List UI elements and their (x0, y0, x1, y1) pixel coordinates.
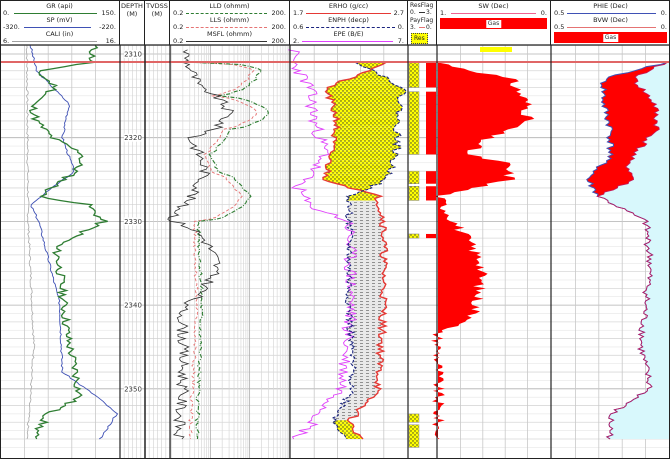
tvdss-title: TVDSS (146, 2, 168, 10)
epe-legend-line (302, 41, 393, 42)
payflag-legend-line (419, 27, 425, 28)
lls-legend-line (186, 27, 267, 28)
curve-name-bvw: BVW (Dec) (593, 16, 628, 24)
scale-left-phie: 0.5 (554, 9, 565, 17)
curve-name-msfl: MSFL (ohmm) (207, 30, 252, 38)
gr-legend-line (14, 13, 97, 14)
curve-name-erho: ERHO (g/cc) (328, 2, 369, 10)
curve-name-cali: CALI (in) (45, 30, 74, 38)
scale-left-enph: 0.6 (293, 23, 304, 31)
depth-title: DEPTH (121, 2, 143, 10)
sw-gas-label: Gas (485, 19, 502, 28)
scale-left-sw: 1. (440, 9, 447, 17)
msfl-legend-line (186, 41, 267, 42)
scale-right-lld: 200. (271, 9, 286, 17)
scale-right-payflag: 0. (426, 24, 432, 31)
scale-left-bvw: 0.5 (554, 23, 565, 31)
track-header-flags[interactable]: ResFlag 0. 3. PayFlag 3. 0. Res (408, 0, 437, 45)
resflag-legend-line (419, 12, 425, 13)
track-header-neutron-density[interactable]: ERHO (g/cc) 1.7 2.7 ENPH (decp) 0.6 0. E… (290, 0, 408, 45)
scale-right-gr: 150. (101, 9, 116, 17)
depth-labels: 2310 2320 2330 2340 2350 (124, 50, 142, 393)
scale-right-enph: 0. (397, 23, 404, 31)
lld-legend-line (186, 13, 267, 14)
scale-left-msfl: 0.2 (173, 37, 184, 45)
sp-legend-line (24, 27, 91, 28)
scale-right-sp: -220. (99, 23, 116, 31)
phie-gas-label: Gas (602, 33, 619, 42)
scale-left-payflag: 3. (410, 24, 416, 31)
res-legend-swatch: Res (411, 33, 428, 44)
curve-name-sp: SP (mV) (46, 16, 73, 24)
erho-legend-line (306, 13, 391, 14)
sw-legend-line (451, 13, 536, 14)
enph-legend-line (306, 27, 395, 28)
cali-legend-line (12, 41, 97, 42)
curve-name-sw: SW (Dec) (478, 2, 509, 10)
scale-left-sp: -320. (3, 23, 20, 31)
track-header-gr-sp-cali[interactable]: GR (api) 0. 150. SP (mV) -320. -220. CAL… (0, 0, 120, 45)
bvw-legend-line (567, 27, 656, 28)
track-header-tvdss[interactable]: TVDSS (M) (145, 0, 170, 45)
scale-right-lls: 200. (271, 23, 286, 31)
scale-right-resflag: 3. (426, 9, 432, 16)
scale-right-sw: 0. (540, 9, 547, 17)
track-header-sw[interactable]: SW (Dec) 1. 0. Gas (437, 0, 551, 45)
curve-name-payflag: PayFlag (410, 17, 434, 24)
svg-text:2310: 2310 (124, 51, 142, 59)
scale-right-erho: 2.7 (393, 9, 404, 17)
depth-unit: (M) (126, 10, 138, 18)
sw-gas-fill-legend: Gas (440, 18, 547, 29)
scale-left-resflag: 0. (410, 9, 416, 16)
scale-right-phie: 0. (660, 9, 667, 17)
track-header-depth[interactable]: DEPTH (M) (120, 0, 145, 45)
log-curves (25, 45, 668, 440)
scale-right-epe: 7. (397, 37, 404, 45)
scale-left-cali: 6. (3, 37, 10, 45)
curve-name-phie: PHIE (Dec) (593, 2, 628, 10)
tvdss-unit: (M) (151, 10, 163, 18)
phie-gas-fill-legend: Gas (554, 32, 667, 43)
scale-right-msfl: 200. (271, 37, 286, 45)
scale-right-bvw: 0. (660, 23, 667, 31)
curve-name-lls: LLS (ohmm) (209, 16, 250, 24)
svg-text:2330: 2330 (124, 218, 142, 226)
scale-left-lls: 0.2 (173, 23, 184, 31)
svg-text:2320: 2320 (124, 134, 142, 142)
scale-left-epe: 2. (293, 37, 300, 45)
scale-right-cali: 16. (105, 37, 116, 45)
curve-name-lld: LLD (ohmm) (209, 2, 250, 10)
curve-name-enph: ENPH (decp) (328, 16, 369, 24)
scale-left-gr: 0. (3, 9, 10, 17)
track-header-resistivity[interactable]: LLD (ohmm) 0.2 200. LLS (ohmm) 0.2 200. … (170, 0, 290, 45)
phie-legend-line (567, 13, 656, 14)
curve-name-epe: EPE (B/E) (333, 30, 364, 38)
curve-name-gr: GR (api) (46, 2, 73, 10)
svg-text:2350: 2350 (124, 385, 142, 393)
scale-left-lld: 0.2 (173, 9, 184, 17)
curve-name-resflag: ResFlag (410, 2, 434, 9)
scale-left-erho: 1.7 (293, 9, 304, 17)
track-header-phie-bvw[interactable]: PHIE (Dec) 0.5 0. BVW (Dec) 0.5 0. Gas (551, 0, 670, 45)
svg-text:2340: 2340 (124, 302, 142, 310)
